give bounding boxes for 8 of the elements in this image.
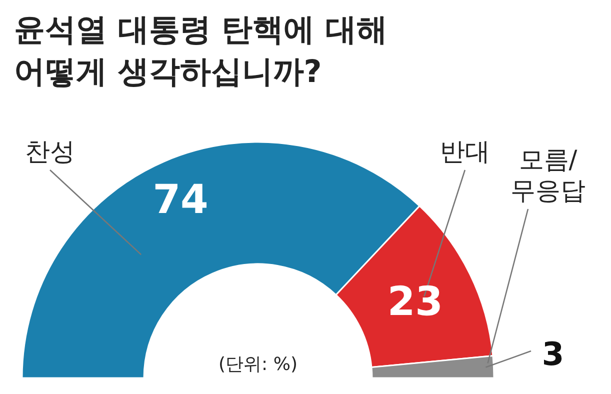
slice-label: 반대 <box>440 137 490 166</box>
data-label: 74 <box>152 177 208 224</box>
chart-title: 윤석열 대통령 탄핵에 대해 어떻게 생각하십니까? <box>14 12 388 90</box>
data-label: 3 <box>542 335 564 373</box>
data-label: 23 <box>387 279 443 326</box>
text: (단위: %) <box>218 354 298 375</box>
slice-label: 모름/ 무응답 <box>510 145 586 205</box>
slice-label: 찬성 <box>25 137 75 166</box>
